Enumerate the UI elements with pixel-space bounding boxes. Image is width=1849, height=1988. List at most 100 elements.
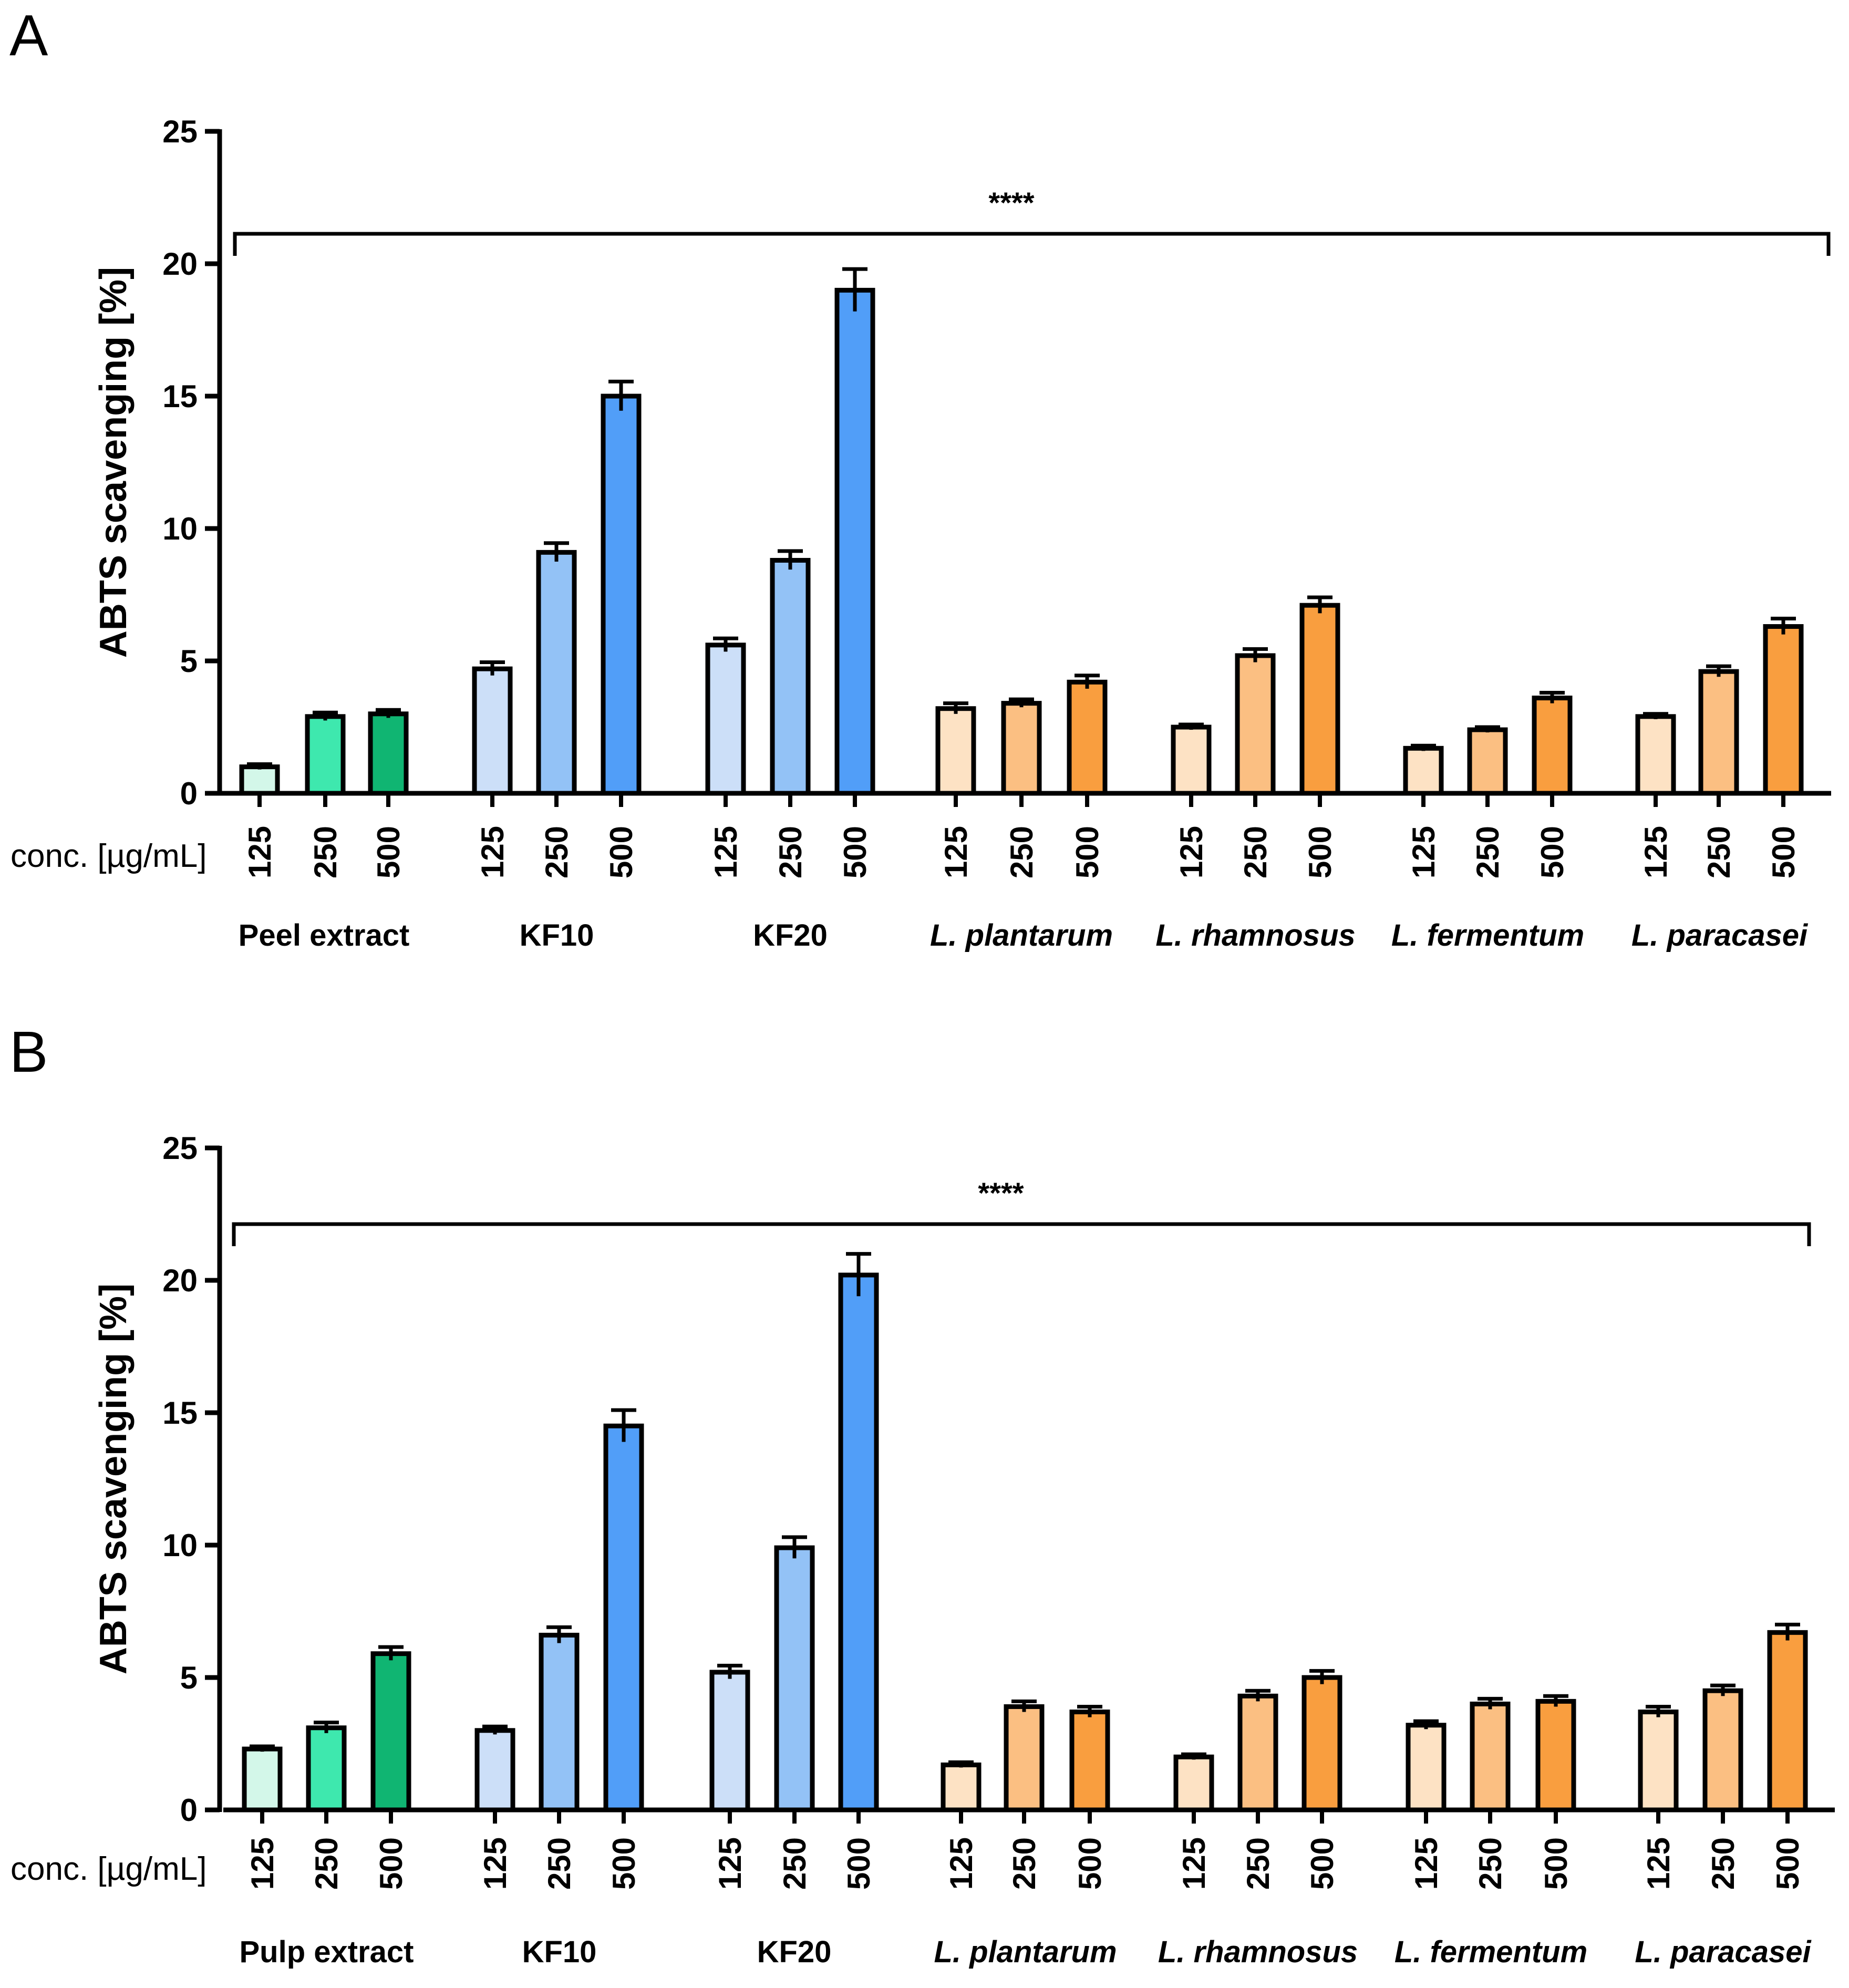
x-tick-label: 500: [1766, 826, 1801, 878]
bar: [1299, 603, 1340, 796]
bar: [1301, 1675, 1342, 1813]
y-tick-label: 25: [162, 114, 198, 149]
x-tick-label: 250: [539, 826, 574, 878]
bar: [1702, 1688, 1743, 1813]
bar: [1535, 1699, 1576, 1813]
x-tick-label: 500: [371, 826, 406, 878]
x-tick-label: 125: [1406, 826, 1441, 878]
x-tick-label: 250: [1706, 1837, 1741, 1890]
bar: [1004, 1704, 1045, 1813]
x-tick-label: 125: [1174, 826, 1209, 878]
y-tick-label: 20: [162, 1263, 198, 1298]
group-label: L. rhamnosus: [1158, 1935, 1358, 1969]
panel-b: B 0 5 10 15 20 25 ABTS scavenging [%] **** conc. …: [9, 1020, 1835, 1969]
x-tick-label: 125: [712, 1837, 748, 1890]
bar: [941, 1762, 982, 1813]
significance-stars: ****: [978, 1176, 1024, 1209]
x-tick-label: 125: [938, 826, 974, 878]
x-tick-label: 250: [777, 1837, 812, 1890]
bar: [474, 1728, 515, 1813]
y-tick-label: 15: [162, 1395, 198, 1431]
bar: [1403, 745, 1444, 796]
x-tick-label: 125: [1638, 826, 1674, 878]
conc-label: conc. [µg/mL]: [11, 1851, 206, 1887]
bar: [1237, 1693, 1278, 1813]
group-label: Pulp extract: [240, 1935, 414, 1969]
bar: [1467, 727, 1508, 796]
group-label: KF20: [753, 918, 828, 952]
x-tick-label: 125: [1409, 1837, 1444, 1890]
group-label: L. plantarum: [934, 1935, 1117, 1969]
bar: [838, 1272, 879, 1813]
x-tick-label: 250: [1470, 826, 1505, 878]
x-tick-label: 250: [309, 1837, 344, 1890]
group-label: KF20: [757, 1935, 832, 1969]
y-tick-label: 5: [180, 1660, 198, 1695]
panel-letter: A: [9, 3, 48, 68]
x-tick-label: 250: [1004, 826, 1039, 878]
bar: [242, 1746, 283, 1813]
bar: [709, 1670, 750, 1813]
bar: [1173, 1754, 1214, 1813]
group-label: L. fermentum: [1395, 1935, 1587, 1969]
x-tick-label: 125: [944, 1837, 979, 1890]
bar: [1532, 696, 1573, 796]
bar: [368, 711, 409, 796]
x-tick-label: 250: [1701, 826, 1737, 878]
significance-bracket: [232, 1222, 1811, 1246]
bar: [774, 1545, 815, 1813]
group-label: L. rhamnosus: [1155, 918, 1355, 952]
bar: [770, 557, 811, 796]
bar: [1638, 1710, 1679, 1813]
x-tick-label: 500: [1072, 1837, 1108, 1890]
y-tick-label: 5: [180, 644, 198, 679]
y-axis-label: ABTS scavenging [%]: [92, 267, 135, 658]
group-label: Peel extract: [239, 918, 410, 952]
group-label: L. paracasei: [1635, 1935, 1812, 1969]
x-tick-label: 500: [841, 1837, 876, 1890]
x-tick-label: 500: [1305, 1837, 1340, 1890]
y-axis-label: ABTS scavenging [%]: [92, 1283, 135, 1674]
bar: [1470, 1701, 1511, 1813]
bar: [1767, 1630, 1808, 1813]
x-tick-label: 125: [242, 826, 277, 878]
y-tick-label: 10: [162, 511, 198, 546]
panel-a: A 0 5 10 15 20 25 ABTS scavenging [%] **** conc. …: [9, 3, 1831, 952]
bar: [306, 1725, 347, 1813]
x-tick-label: 500: [1770, 1837, 1805, 1890]
bar: [1069, 1710, 1110, 1813]
x-tick-label: 125: [1176, 1837, 1212, 1890]
bar: [1067, 679, 1108, 796]
significance-stars: ****: [988, 186, 1034, 219]
group-label: KF10: [522, 1935, 597, 1969]
x-tick-label: 250: [1473, 1837, 1508, 1890]
bar: [370, 1651, 411, 1813]
group-label: L. fermentum: [1391, 918, 1584, 952]
bar: [239, 764, 280, 796]
group-label: KF10: [520, 918, 594, 952]
x-tick-label: 500: [1070, 826, 1105, 878]
y-tick-label: 15: [162, 379, 198, 414]
bar: [1763, 624, 1804, 796]
bar: [1001, 701, 1042, 796]
x-tick-label: 125: [245, 1837, 280, 1890]
x-tick-label: 125: [475, 826, 510, 878]
bar: [305, 714, 346, 796]
x-tick-label: 250: [308, 826, 343, 878]
x-tick-label: 250: [1238, 826, 1273, 878]
x-tick-label: 500: [606, 1837, 642, 1890]
x-tick-label: 500: [374, 1837, 409, 1890]
x-tick-label: 250: [1241, 1837, 1276, 1890]
bar: [603, 1423, 644, 1813]
bar: [472, 666, 513, 796]
x-tick-label: 250: [542, 1837, 577, 1890]
x-tick-label: 500: [1303, 826, 1338, 878]
x-tick-label: 250: [773, 826, 808, 878]
bar: [539, 1632, 580, 1813]
y-tick-label: 10: [162, 1528, 198, 1563]
x-tick-label: 500: [1535, 826, 1570, 878]
conc-label: conc. [µg/mL]: [11, 838, 206, 874]
x-tick-label: 125: [478, 1837, 513, 1890]
panel-letter: B: [9, 1020, 48, 1084]
y-tick-label: 0: [180, 776, 198, 811]
